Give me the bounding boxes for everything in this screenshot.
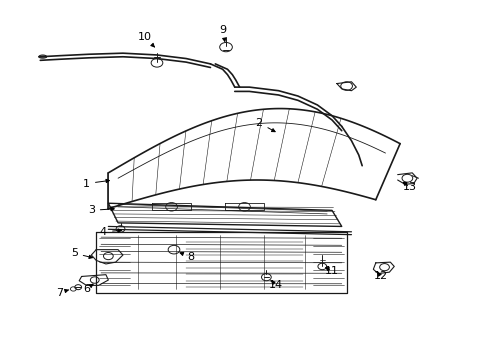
Text: 6: 6 [83,284,93,294]
Text: 10: 10 [138,32,154,47]
Text: 3: 3 [88,205,114,215]
Text: 2: 2 [255,118,275,132]
Text: 5: 5 [71,248,92,258]
Circle shape [168,246,180,254]
Text: 7: 7 [56,288,69,297]
Text: 4: 4 [100,227,122,237]
Text: 14: 14 [268,280,283,291]
Text: 9: 9 [219,25,226,41]
Text: 1: 1 [83,179,109,189]
Text: 8: 8 [180,252,194,262]
Text: 13: 13 [402,182,416,192]
Text: 11: 11 [325,266,338,276]
Text: 12: 12 [373,271,387,282]
